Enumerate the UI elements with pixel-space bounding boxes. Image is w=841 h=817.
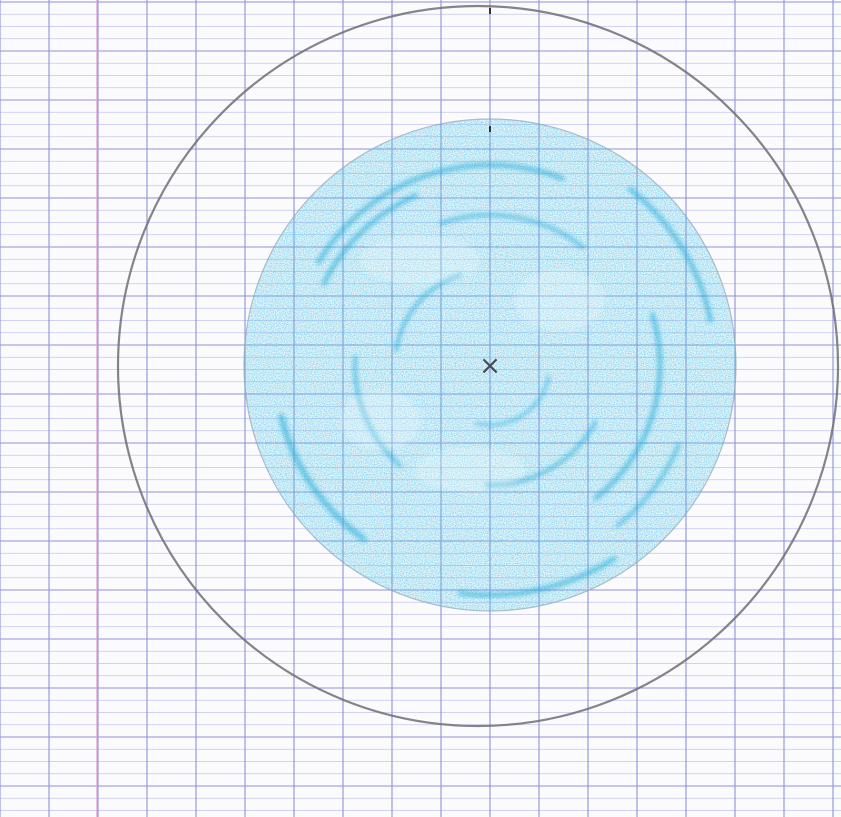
disc-light-patch <box>360 235 480 285</box>
disc-light-patch <box>340 390 420 450</box>
center-cross-mark: × <box>479 351 501 381</box>
disc-light-patch <box>415 448 525 492</box>
disc-light-patch <box>515 270 605 330</box>
